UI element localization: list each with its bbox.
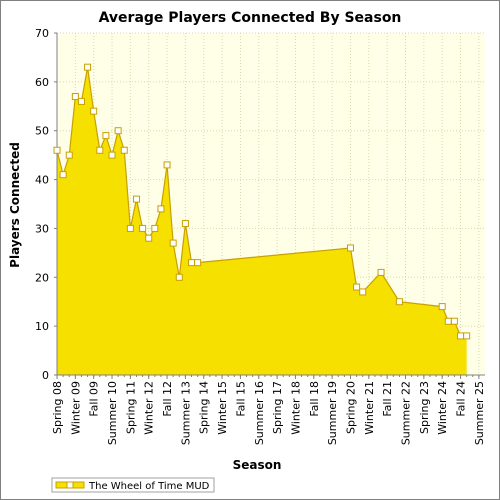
y-axis-label: Players Connected [8, 142, 22, 268]
data-point [120, 146, 128, 154]
data-point [346, 244, 354, 252]
data-point [84, 63, 92, 71]
x-tick-label: Spring 14 [198, 381, 211, 434]
y-tick-labels: 0 10 20 30 40 50 60 70 [35, 27, 57, 382]
data-point [188, 259, 196, 267]
y-tick-label: 10 [35, 320, 49, 333]
data-point [53, 146, 61, 154]
data-point [90, 107, 98, 115]
data-point [157, 205, 165, 213]
x-tick-label: Winter 09 [69, 381, 82, 435]
data-point [59, 171, 67, 179]
data-point [96, 146, 104, 154]
data-point [444, 317, 452, 325]
y-tick-label: 50 [35, 125, 49, 138]
x-tick-label: Summer 10 [106, 381, 119, 445]
series-area [56, 67, 467, 375]
data-point [65, 151, 73, 159]
legend-marker-icon [66, 481, 74, 489]
x-tick-label: Winter 12 [143, 381, 156, 435]
data-markers [53, 63, 471, 340]
y-tick-label: 20 [35, 271, 49, 284]
data-point [163, 161, 171, 169]
x-tick-label: Summer 25 [473, 381, 486, 445]
x-tick-label: Summer 19 [326, 381, 339, 445]
y-tick-label: 70 [35, 27, 49, 40]
y-tick-label: 30 [35, 222, 49, 235]
data-point [181, 220, 189, 228]
data-point [77, 97, 85, 105]
data-point [139, 224, 147, 232]
x-axis-label: Season [233, 458, 282, 472]
series-line [56, 67, 467, 337]
data-point [169, 239, 177, 247]
data-point [102, 132, 110, 140]
x-tick-label: Summer 13 [179, 381, 192, 445]
x-tick-label: Spring 11 [124, 381, 137, 434]
data-point [132, 195, 140, 203]
y-tick-label: 60 [35, 76, 49, 89]
x-tick-label: Summer 22 [400, 381, 413, 445]
data-point [377, 268, 385, 276]
x-tick-label: Fall 09 [88, 381, 101, 417]
data-point [175, 273, 183, 281]
data-point [395, 298, 403, 306]
chart-title: Average Players Connected By Season [99, 10, 402, 26]
x-tick-label: Fall 21 [381, 381, 394, 417]
x-tick-label: Fall 18 [308, 381, 321, 417]
x-tick-label: Winter 18 [289, 381, 302, 435]
data-point [359, 288, 367, 296]
y-tick-label: 0 [42, 369, 49, 382]
legend: The Wheel of Time MUD [51, 477, 215, 493]
data-point [108, 151, 116, 159]
x-tick-label: Summer 16 [253, 381, 266, 445]
series-area-fill [57, 67, 467, 375]
y-tick-label: 40 [35, 174, 49, 187]
x-tick-labels: Spring 08 Winter 09 Fall 09 Summer 10 Spring… [51, 375, 486, 445]
data-point [457, 332, 465, 340]
x-tick-label: Fall 12 [161, 381, 174, 417]
x-tick-label: Spring 20 [344, 381, 357, 434]
data-point [71, 93, 79, 101]
x-tick-label: Winter 21 [363, 381, 376, 435]
data-point [151, 224, 159, 232]
x-tick-label: Winter 15 [216, 381, 229, 435]
data-point [438, 303, 446, 311]
x-tick-label: Spring 17 [271, 381, 284, 434]
x-tick-label: Fall 15 [234, 381, 247, 417]
x-tick-label: Fall 24 [455, 381, 468, 417]
x-tick-label: Spring 08 [51, 381, 64, 434]
x-tick-label: Winter 24 [436, 381, 449, 435]
data-point [463, 332, 471, 340]
data-point [194, 259, 202, 267]
legend-label: The Wheel of Time MUD [88, 481, 210, 492]
x-tick-label: Spring 23 [418, 381, 431, 434]
legend-box [51, 477, 215, 493]
data-point [450, 317, 458, 325]
data-point [126, 224, 134, 232]
data-point [353, 283, 361, 291]
data-point [114, 127, 122, 135]
data-point [145, 234, 153, 242]
